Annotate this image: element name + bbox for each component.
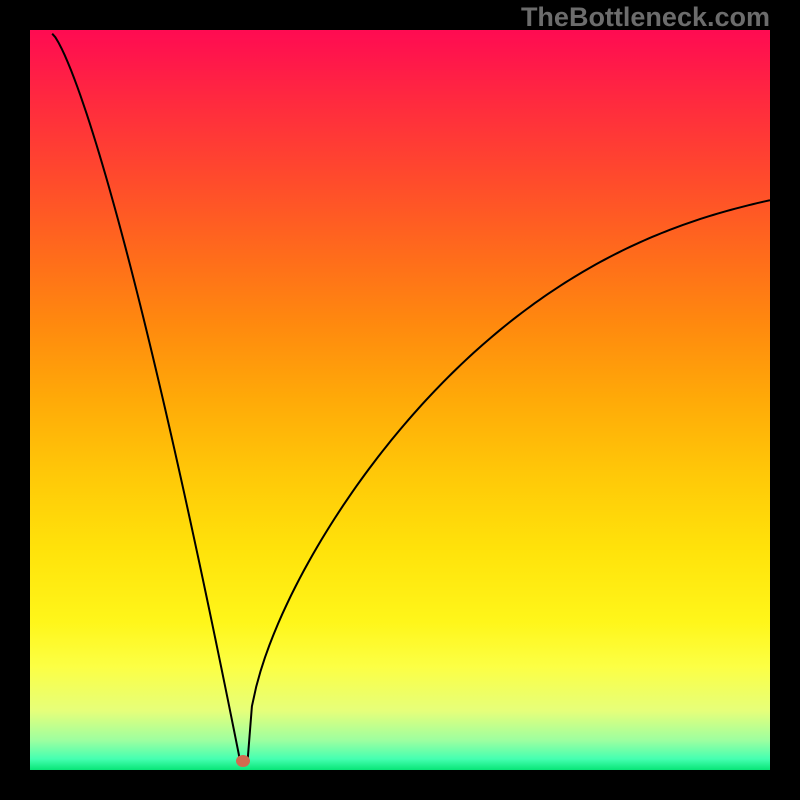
chart-frame: TheBottleneck.com [0,0,800,800]
curve-right-branch [248,200,770,761]
plot-area [30,30,770,770]
curve-left-branch [52,34,240,761]
min-point-marker [236,755,250,767]
watermark-text: TheBottleneck.com [521,2,770,33]
bottleneck-curve [30,30,770,770]
